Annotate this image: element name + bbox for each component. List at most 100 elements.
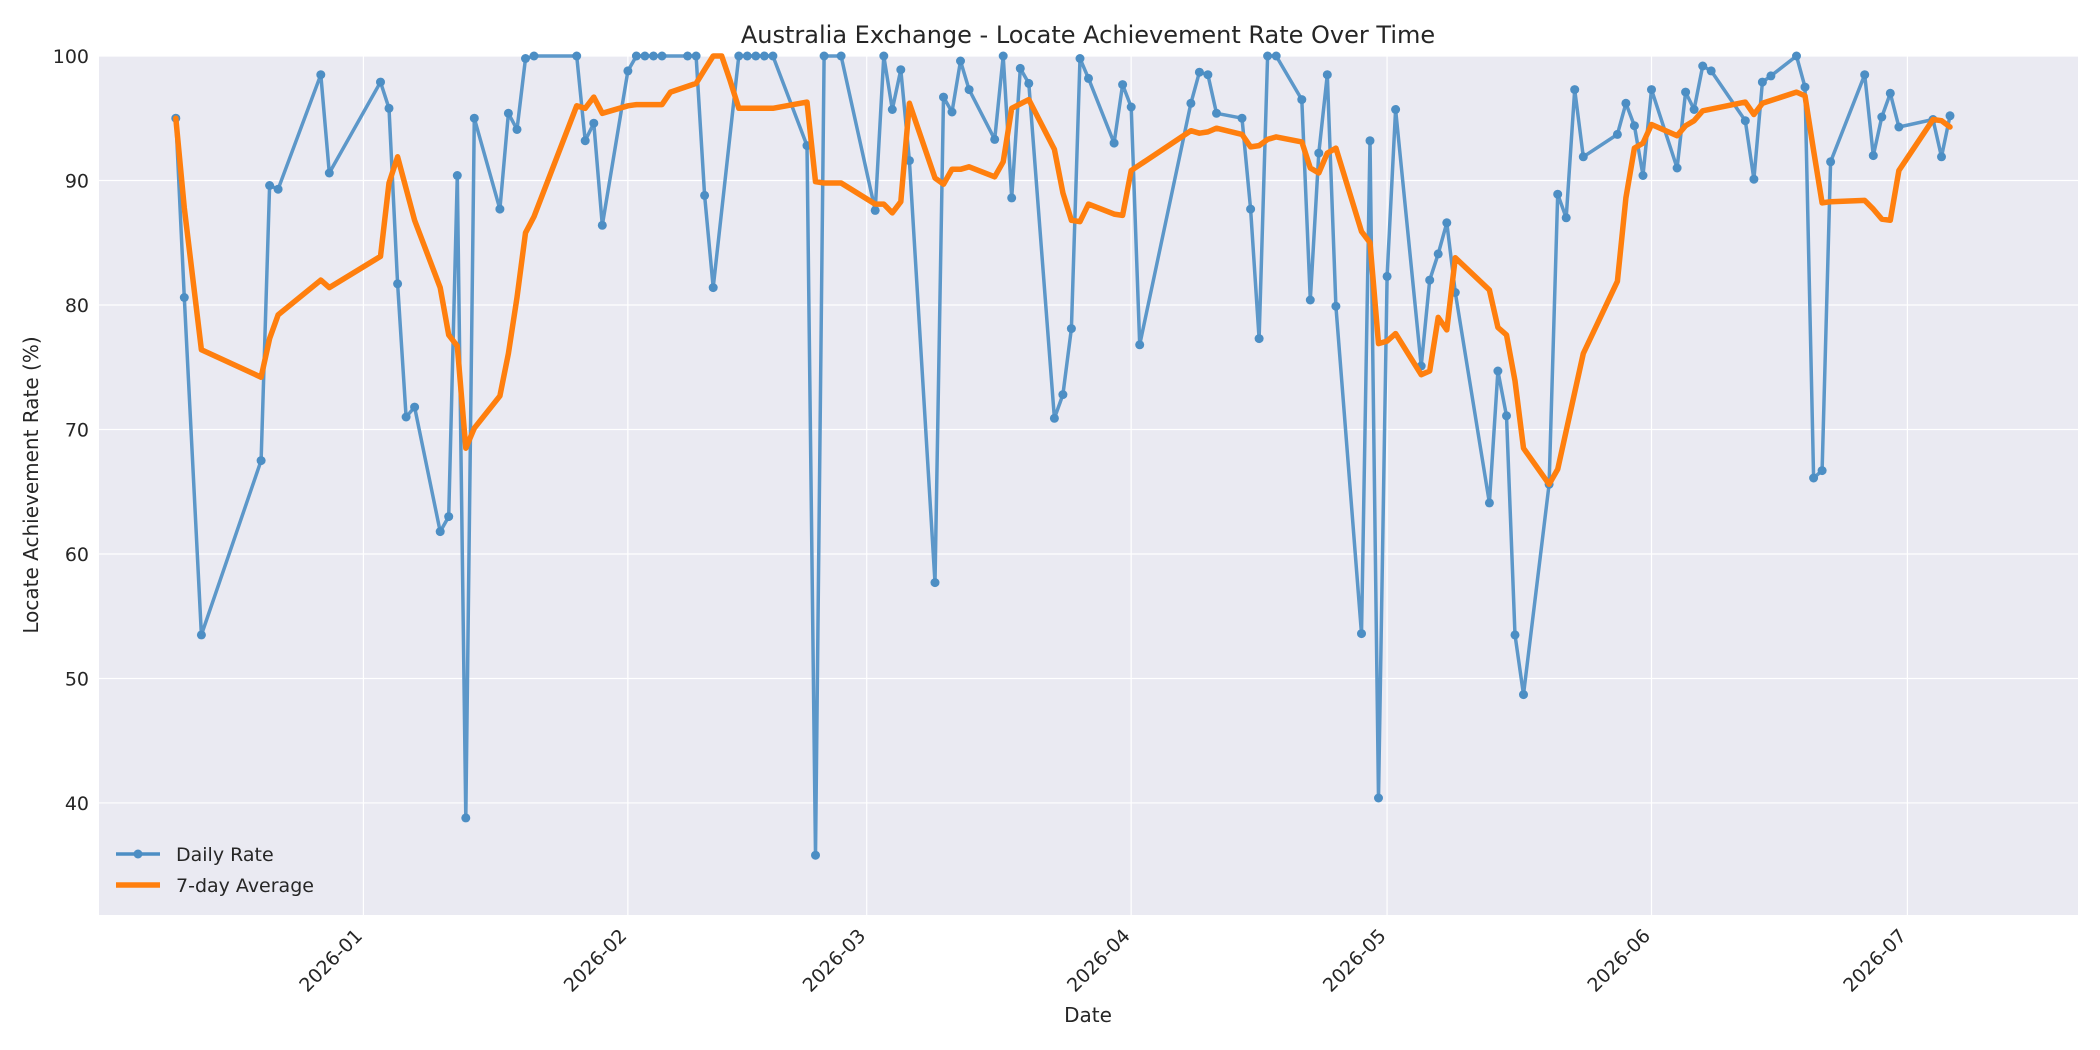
daily-rate-point — [870, 205, 880, 215]
daily-rate-point — [503, 108, 513, 118]
y-tick-label: 40 — [65, 793, 89, 815]
daily-rate-point — [751, 51, 761, 61]
daily-rate-point — [1860, 70, 1870, 80]
daily-rate-point — [879, 51, 889, 61]
daily-rate-point — [1681, 87, 1691, 97]
daily-rate-point — [1817, 466, 1827, 476]
daily-rate-point — [1570, 85, 1580, 95]
daily-rate-point — [1203, 70, 1213, 80]
daily-rate-point — [1689, 105, 1699, 114]
y-tick-label: 80 — [65, 295, 89, 317]
daily-rate-point — [1553, 189, 1563, 199]
daily-rate-point — [1877, 112, 1887, 122]
x-axis-title: Date — [1064, 1003, 1112, 1027]
daily-rate-point — [1740, 116, 1750, 126]
daily-rate-point — [1391, 105, 1401, 114]
daily-rate-point — [1007, 193, 1017, 203]
legend-average-label: 7-day Average — [176, 875, 314, 897]
chart-title: Australia Exchange - Locate Achievement … — [741, 21, 1435, 49]
daily-rate-point — [393, 279, 403, 289]
daily-rate-point — [1510, 630, 1520, 640]
daily-rate-point — [1297, 95, 1307, 105]
daily-rate-point — [1493, 366, 1503, 376]
daily-rate-point — [1885, 88, 1895, 98]
daily-rate-point — [324, 168, 334, 178]
daily-rate-point — [1271, 51, 1281, 61]
daily-rate-point — [998, 51, 1008, 61]
daily-rate-point — [196, 630, 206, 640]
daily-rate-point — [811, 850, 820, 860]
daily-rate-point — [273, 184, 283, 194]
daily-rate-point — [1263, 51, 1273, 61]
daily-rate-point — [1024, 78, 1034, 88]
daily-rate-point — [708, 283, 718, 293]
seven-day-average-line — [173, 53, 1953, 488]
y-axis-title: Locate Achievement Rate (%) — [19, 336, 43, 633]
daily-rate-point — [1066, 324, 1076, 334]
legend-daily-marker — [133, 849, 143, 859]
daily-rate-point — [947, 107, 957, 117]
daily-rate-point — [452, 171, 462, 180]
daily-rate-point — [1757, 77, 1767, 87]
daily-rate-point — [597, 220, 607, 230]
daily-rate-point — [1322, 70, 1332, 80]
daily-rate-point — [1937, 152, 1946, 162]
daily-rate-point — [376, 77, 385, 87]
y-tick-label: 60 — [65, 544, 89, 566]
daily-rate-point — [1365, 136, 1375, 146]
daily-rate-point — [1049, 413, 1059, 423]
daily-rate-point — [1058, 390, 1068, 400]
daily-rate-point — [631, 51, 641, 61]
daily-rate-point — [623, 66, 633, 76]
daily-rate-point — [649, 51, 658, 61]
daily-rate-point — [384, 103, 394, 113]
daily-rate-point — [887, 105, 897, 114]
daily-rate-point — [1331, 301, 1341, 311]
y-tick-label: 90 — [65, 170, 89, 192]
daily-rate-point — [956, 56, 965, 66]
daily-rate-point — [1126, 102, 1136, 112]
daily-rate-point — [683, 51, 693, 61]
daily-rate-point — [1502, 411, 1511, 421]
daily-rate-point — [1357, 629, 1366, 639]
daily-rate-point — [1212, 108, 1221, 118]
daily-rate-point — [410, 402, 420, 412]
daily-rate-point — [1792, 51, 1801, 61]
y-tick-label: 70 — [65, 419, 89, 441]
daily-rate-point — [1519, 690, 1528, 700]
daily-rate-point — [1809, 473, 1819, 483]
daily-rate-point — [1135, 340, 1145, 350]
daily-rate-point — [316, 70, 326, 80]
daily-rate-point — [1638, 171, 1648, 180]
daily-rate-point — [179, 293, 189, 302]
grid-lines — [99, 55, 2078, 915]
daily-rate-point — [1766, 71, 1776, 81]
daily-rate-point — [742, 51, 752, 61]
daily-rate-point — [1561, 213, 1571, 223]
plot-area — [99, 56, 2078, 915]
daily-rate-point — [1706, 66, 1716, 76]
daily-rate-point — [1314, 148, 1324, 158]
daily-rate-point — [495, 204, 505, 214]
daily-rate-point — [1945, 111, 1955, 121]
daily-rate-point — [1578, 152, 1588, 162]
daily-rate-point — [1237, 113, 1247, 123]
daily-rate-point — [1433, 249, 1443, 259]
daily-rate-point — [469, 113, 479, 123]
daily-rate-point — [1246, 204, 1256, 214]
daily-rate-point — [930, 578, 940, 588]
legend: Daily Rate 7-day Average — [116, 844, 314, 897]
daily-rate-point — [691, 51, 701, 61]
daily-rate-point — [444, 512, 454, 522]
daily-rate-point — [1612, 129, 1622, 139]
daily-rate-point — [1484, 498, 1494, 508]
daily-rate-point — [589, 118, 599, 128]
daily-rate-point — [964, 85, 974, 95]
daily-rate-point — [734, 51, 744, 61]
daily-rate-point — [990, 134, 1000, 144]
daily-rate-point — [939, 92, 948, 102]
daily-rate-point — [1075, 54, 1085, 63]
daily-rate-point — [1647, 85, 1656, 95]
legend-daily-label: Daily Rate — [176, 844, 274, 866]
